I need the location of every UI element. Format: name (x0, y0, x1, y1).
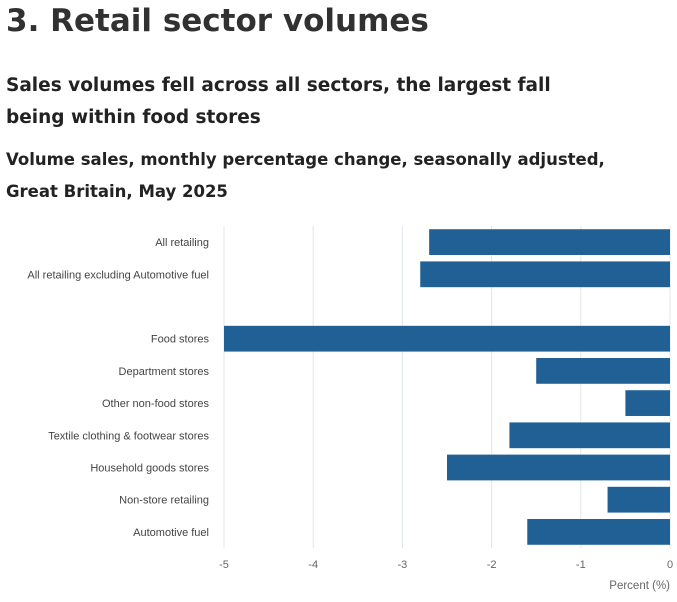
x-tick-label: -1 (576, 559, 586, 571)
x-tick-label: -4 (308, 559, 318, 571)
x-tick-label: 0 (667, 559, 673, 571)
bar (509, 422, 670, 449)
category-label: Textile clothing & footwear stores (48, 430, 209, 442)
chart-title: Volume sales, monthly percentage change,… (6, 150, 605, 201)
category-label: Automotive fuel (133, 527, 209, 539)
bar (447, 454, 670, 481)
bar (625, 390, 670, 416)
category-label: All retailing (155, 237, 209, 249)
x-axis-title: Percent (%) (609, 580, 670, 592)
category-label: Other non-food stores (102, 398, 210, 410)
category-label: Household goods stores (90, 463, 209, 475)
bar (429, 229, 670, 255)
page-heading: 3. Retail sector volumes (6, 3, 429, 39)
bar (420, 261, 670, 288)
bars (224, 229, 670, 545)
category-label: Food stores (151, 334, 210, 346)
category-label: Department stores (119, 366, 210, 378)
x-tick-label: -3 (398, 559, 408, 571)
bar (536, 358, 670, 384)
x-axis-ticks: -5 -4 -3 -2 -1 0 (219, 559, 673, 571)
category-label: All retailing excluding Automotive fuel (27, 269, 209, 281)
category-labels: All retailing All retailing excluding Aut… (27, 237, 209, 539)
category-label: Non-store retailing (119, 495, 209, 507)
x-tick-label: -5 (219, 559, 229, 571)
chart-subheading: Sales volumes fell across all sectors, t… (6, 75, 551, 128)
bar (224, 325, 670, 352)
bar (527, 519, 670, 545)
x-tick-label: -2 (487, 559, 497, 571)
bar (607, 486, 670, 513)
